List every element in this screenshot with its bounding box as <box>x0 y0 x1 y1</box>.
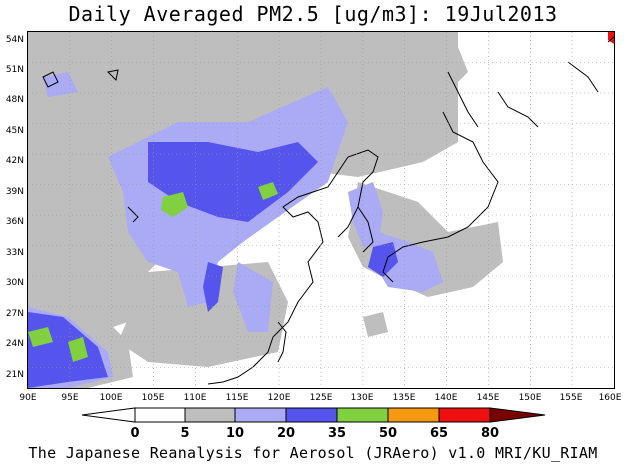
lat-label: 42N <box>6 156 24 166</box>
coastlines <box>42 36 615 385</box>
lat-label: 51N <box>6 65 24 75</box>
colorbar-label: 10 <box>226 426 244 441</box>
lon-label: 125E <box>310 393 333 403</box>
lon-label: 135E <box>393 393 416 403</box>
colorbar-segment <box>81 407 136 423</box>
lon-label: 120E <box>268 393 291 403</box>
lat-label: 48N <box>6 95 24 105</box>
pm25-green-contours <box>28 182 278 362</box>
colorbar-label: 80 <box>481 426 499 441</box>
colorbar-label: 50 <box>379 426 397 441</box>
lon-label: 145E <box>477 393 500 403</box>
lon-label: 115E <box>226 393 249 403</box>
map-canvas <box>28 32 615 388</box>
footer-credit: The Japanese Reanalysis for Aerosol (JRA… <box>28 444 598 462</box>
colorbar-segment <box>234 407 287 423</box>
colorbar-label: 20 <box>277 426 295 441</box>
colorbar-label: 35 <box>328 426 346 441</box>
colorbar-label: 0 <box>130 426 139 441</box>
lat-label: 24N <box>6 339 24 349</box>
pm25-darkblue-contours <box>28 142 398 388</box>
lon-label: 100E <box>100 393 123 403</box>
colorbar <box>81 407 546 423</box>
lon-label: 155E <box>560 393 583 403</box>
lon-label: 150E <box>519 393 542 403</box>
lat-labels: 21N 24N 27N 30N 33N 36N 39N 42N 45N 48N … <box>6 35 24 380</box>
lat-label: 21N <box>6 370 24 380</box>
colorbar-label: 5 <box>180 426 189 441</box>
colorbar-labels: 0 5 10 20 35 50 65 80 <box>130 426 499 441</box>
colorbar-segment <box>184 407 236 423</box>
lon-label: 105E <box>142 393 165 403</box>
colorbar-segment <box>134 407 186 423</box>
lat-label: 33N <box>6 248 24 258</box>
lat-label: 30N <box>6 278 24 288</box>
graticule <box>28 32 614 388</box>
lon-label: 160E <box>599 393 622 403</box>
map-title: Daily Averaged PM2.5 [ug/m3]: 19Jul2013 <box>68 2 558 26</box>
lat-label: 39N <box>6 187 24 197</box>
colorbar-segment <box>489 407 546 423</box>
lon-label: 95E <box>61 393 78 403</box>
colorbar-segment <box>438 407 491 423</box>
colorbar-label: 65 <box>430 426 448 441</box>
colorbar-segment <box>285 407 338 423</box>
lon-label: 110E <box>184 393 207 403</box>
lon-label: 140E <box>435 393 458 403</box>
colorbar-segment <box>336 407 389 423</box>
lat-label: 36N <box>6 217 24 227</box>
lat-label: 54N <box>6 35 24 45</box>
lon-labels: 90E 95E 100E 105E 110E 115E 120E 125E 13… <box>19 393 621 403</box>
lon-label: 90E <box>19 393 36 403</box>
lat-label: 45N <box>6 126 24 136</box>
lon-label: 130E <box>351 393 374 403</box>
lat-label: 27N <box>6 309 24 319</box>
pm25-map <box>27 31 615 389</box>
colorbar-segment <box>387 407 440 423</box>
